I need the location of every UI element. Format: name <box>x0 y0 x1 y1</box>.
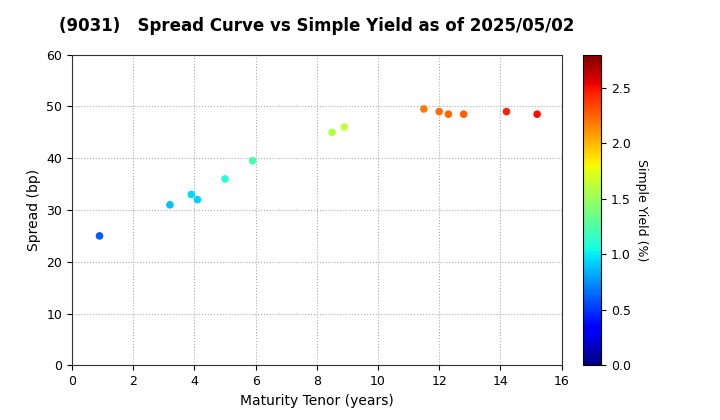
Point <box>433 108 445 115</box>
Point <box>164 202 176 208</box>
Y-axis label: Simple Yield (%): Simple Yield (%) <box>634 159 647 261</box>
Point <box>219 176 230 182</box>
Point <box>338 124 350 131</box>
Text: (9031)   Spread Curve vs Simple Yield as of 2025/05/02: (9031) Spread Curve vs Simple Yield as o… <box>59 17 575 35</box>
Point <box>186 191 197 198</box>
Point <box>418 105 430 112</box>
Point <box>326 129 338 136</box>
Point <box>531 111 543 118</box>
Point <box>501 108 513 115</box>
Point <box>247 158 258 164</box>
Y-axis label: Spread (bp): Spread (bp) <box>27 169 41 251</box>
Point <box>443 111 454 118</box>
Point <box>458 111 469 118</box>
X-axis label: Maturity Tenor (years): Maturity Tenor (years) <box>240 394 394 408</box>
Point <box>192 196 203 203</box>
Point <box>94 233 105 239</box>
